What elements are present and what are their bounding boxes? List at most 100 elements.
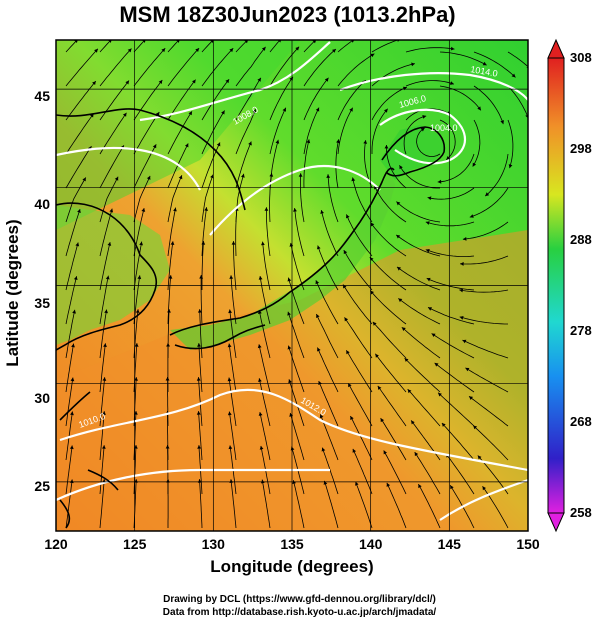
y-tick-labels: 25 30 35 40 45 [34, 88, 50, 494]
streamline [133, 41, 144, 53]
streamline [317, 245, 339, 291]
streamline-arrow [420, 127, 425, 132]
streamline-arrow [500, 120, 504, 125]
streamline-arrow [469, 214, 474, 218]
isobar-1008 [139, 41, 331, 122]
streamline-arrow [77, 209, 81, 213]
streamline [350, 415, 373, 461]
streamline [371, 63, 415, 87]
streamline-arrow [165, 445, 170, 449]
y-tick-25: 25 [34, 478, 50, 494]
streamline [99, 309, 107, 359]
streamline [65, 445, 73, 495]
streamline [418, 483, 441, 529]
streamline-arrow [485, 192, 490, 197]
streamline-arrow [229, 48, 234, 53]
streamline-arrow [320, 210, 324, 214]
streamline [465, 367, 509, 393]
streamline-arrow [411, 62, 415, 67]
streamline [459, 316, 508, 325]
streamline-arrow [450, 81, 454, 85]
streamline [468, 395, 509, 427]
streamline [65, 80, 97, 121]
streamline-arrow [317, 245, 321, 250]
streamline-arrow [69, 445, 74, 450]
coast-honshu [169, 167, 395, 336]
streamline-arrow [288, 379, 292, 384]
streamline-arrow [125, 80, 129, 85]
streamline-arrow [351, 177, 356, 182]
streamline-arrow [227, 343, 232, 348]
streamline [371, 108, 389, 154]
streamline [469, 187, 509, 218]
streamline-arrow [185, 143, 189, 148]
streamline [372, 321, 407, 359]
page-title: MSM 18Z30Jun2023 (1013.2hPa) [119, 2, 456, 27]
streamline-arrow [127, 48, 132, 53]
streamline [427, 187, 475, 200]
streamline [337, 107, 354, 155]
streamline [99, 80, 130, 121]
streamline [65, 113, 94, 155]
streamline-arrow [352, 448, 357, 453]
streamline-arrow [298, 173, 303, 177]
streamline-arrow [397, 266, 401, 271]
streamline-arrow [166, 343, 170, 347]
streamline-arrow [134, 377, 138, 381]
streamline-arrow [459, 316, 464, 320]
streamline-arrow [229, 275, 234, 279]
streamline-arrow [196, 411, 201, 415]
isobar-1008b [56, 146, 201, 191]
streamline-arrow [427, 196, 432, 201]
streamline-arrow [173, 207, 177, 212]
streamline [235, 109, 257, 155]
streamline-arrow [426, 277, 431, 282]
colorbar-tick-268: 268 [570, 414, 592, 429]
streamline [133, 175, 151, 223]
streamline-arrow [355, 481, 359, 486]
streamline [473, 85, 504, 125]
streamline-arrow [469, 396, 473, 400]
streamline [167, 376, 169, 426]
streamline [230, 275, 237, 325]
streamline-arrow [161, 48, 166, 53]
x-axis-label: Longitude (degrees) [210, 557, 374, 576]
streamline [269, 107, 287, 155]
streamline-arrow [437, 179, 442, 184]
streamline-arrow [402, 86, 407, 91]
streamline [303, 107, 320, 155]
streamline-arrow [477, 106, 481, 111]
coast-shikoku-kyushu [174, 324, 266, 350]
y-tick-40: 40 [34, 196, 50, 212]
streamline [371, 40, 398, 53]
streamline [316, 313, 339, 359]
streamline [383, 450, 407, 495]
streamline [289, 412, 305, 461]
streamline [405, 47, 455, 53]
streamline [228, 377, 237, 427]
streamline-arrow [425, 221, 430, 225]
streamline [167, 207, 176, 257]
streamline [337, 40, 352, 53]
streamline [370, 222, 407, 257]
streamline [199, 479, 203, 529]
streamline-arrow [73, 276, 78, 280]
streamline [484, 153, 509, 197]
streamline-arrow [165, 377, 170, 381]
streamline [269, 173, 273, 223]
streamline-arrow [396, 201, 401, 206]
streamline-arrow [511, 73, 516, 78]
streamline-arrow [152, 144, 157, 149]
streamline [167, 241, 174, 291]
streamline [472, 119, 481, 167]
streamline [167, 41, 178, 53]
y-tick-30: 30 [34, 390, 50, 406]
streamline-arrow [257, 77, 261, 82]
streamline-arrow [438, 392, 442, 397]
streamline [507, 119, 514, 169]
streamline-arrow [92, 81, 96, 85]
streamline [416, 127, 441, 157]
streamline-arrow [72, 309, 76, 314]
streamline [426, 277, 475, 291]
streamline [352, 177, 373, 223]
